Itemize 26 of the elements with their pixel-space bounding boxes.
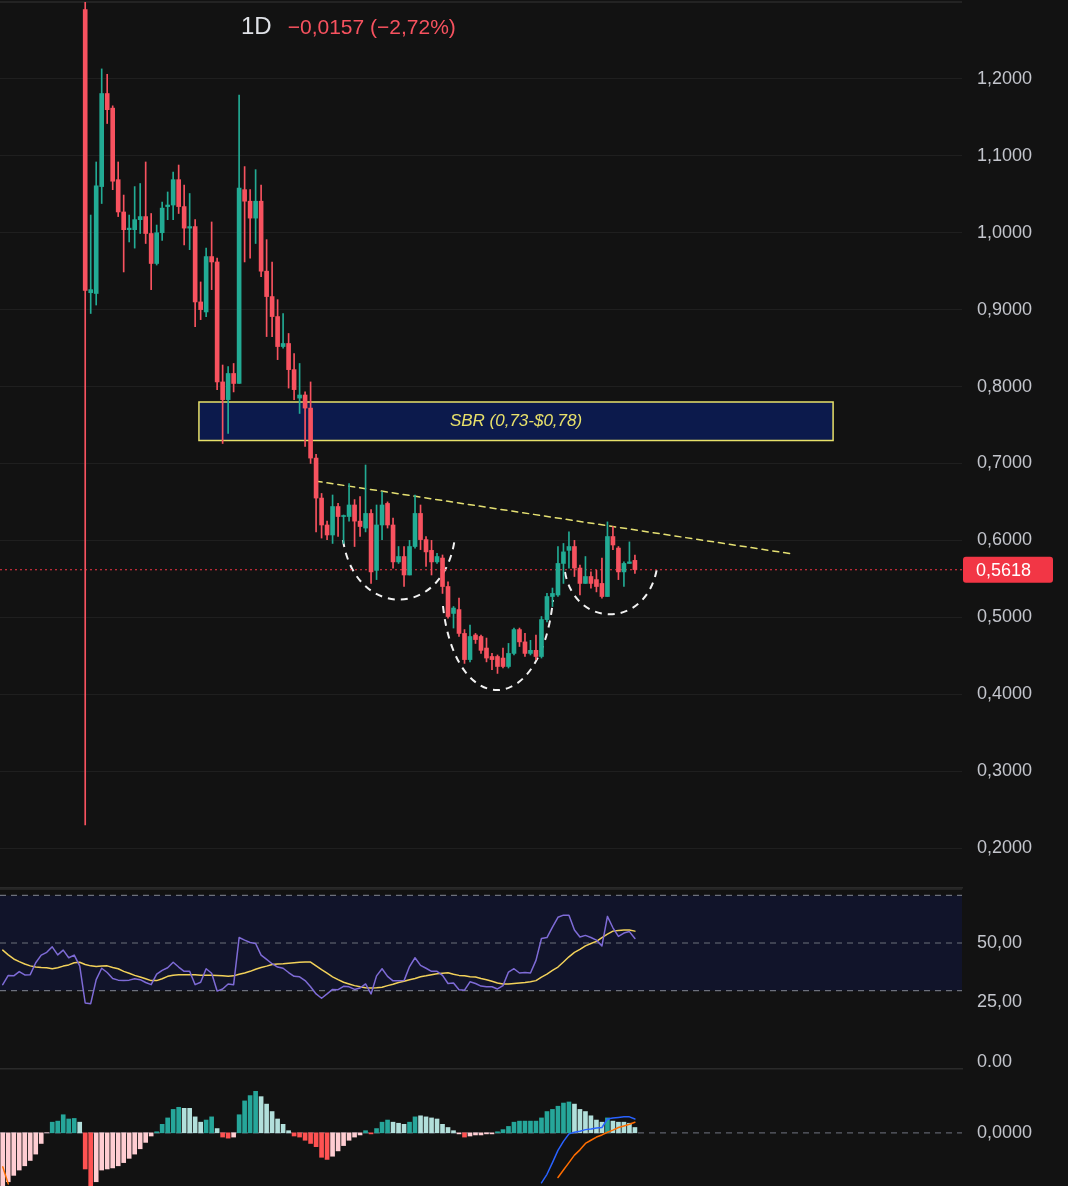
ref-line-label: 0,0000 <box>977 1121 1033 1142</box>
y-tick-label: 0,9000 <box>977 298 1033 319</box>
bar <box>462 1132 467 1138</box>
ref-line-label: 0,5618 <box>976 559 1032 580</box>
bar <box>231 1132 236 1138</box>
text: 1D <box>241 12 272 40</box>
y-tick-label: 0,6000 <box>977 529 1033 550</box>
text: −0,0157 (−2,72%) <box>287 15 456 39</box>
y-tick-label: 0,7000 <box>977 452 1033 473</box>
y-tick-label: 0,8000 <box>977 375 1033 396</box>
y-tick-label: 50,00 <box>977 931 1023 952</box>
y-tick-label: 1,1000 <box>977 144 1033 165</box>
y-tick-label: 0,3000 <box>977 760 1033 781</box>
y-tick-label: 0,5000 <box>977 606 1033 627</box>
candlestick <box>566 531 572 569</box>
bar <box>77 1121 83 1134</box>
candlestick <box>121 194 127 273</box>
band-label: SBR (0,73-$0,78) <box>449 410 583 430</box>
bar <box>363 1130 368 1134</box>
y-tick-label: 0,2000 <box>977 836 1033 857</box>
y-tick-label: 1,2000 <box>977 67 1033 88</box>
y-tick-label: 0,4000 <box>977 683 1033 704</box>
y-tick-label: 25,00 <box>977 991 1023 1012</box>
y-tick-label: 1,0000 <box>977 221 1033 242</box>
candlestick <box>280 313 286 349</box>
y-tick-label: 0.00 <box>977 1050 1013 1071</box>
